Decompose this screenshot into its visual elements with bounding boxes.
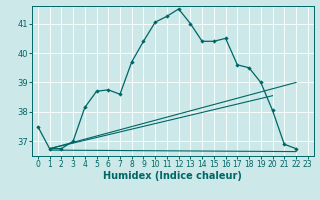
X-axis label: Humidex (Indice chaleur): Humidex (Indice chaleur) — [103, 171, 242, 181]
